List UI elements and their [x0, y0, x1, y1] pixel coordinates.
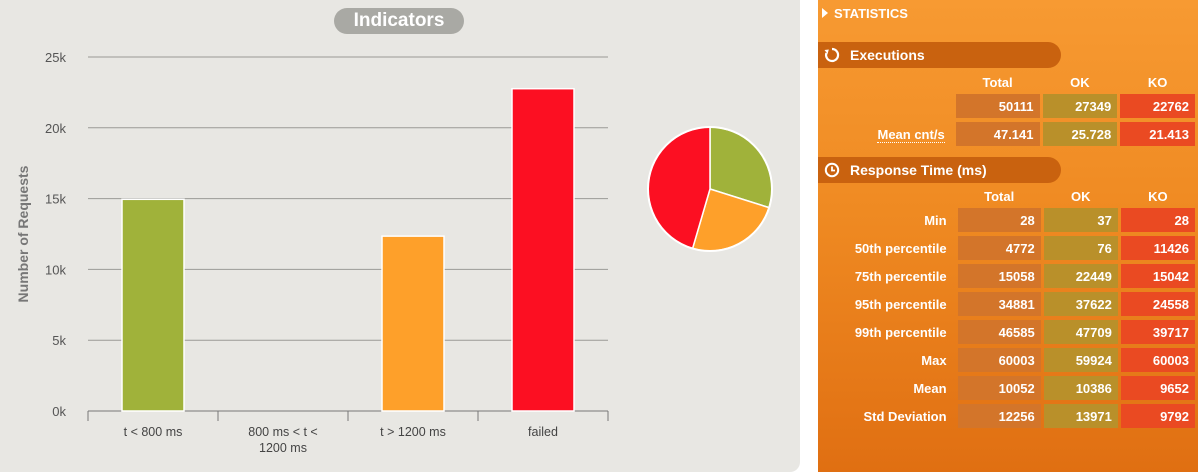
x-tick-label: 800 ms < t <: [248, 425, 317, 439]
response-time-rows: Min 28 37 28 50th percentile 4772 76 11426 75th …: [821, 208, 1195, 428]
cell-ko: 28: [1120, 208, 1195, 232]
row-label: Std Deviation: [863, 408, 947, 424]
cell-total: 60003: [957, 348, 1041, 372]
statistics-panel: STATISTICS Executions Total OK KO 50111 …: [818, 0, 1198, 472]
row-label: Max: [921, 352, 947, 368]
cell-total: 12256: [957, 404, 1041, 428]
y-tick-label: 20k: [45, 121, 66, 136]
mean-cnt-label[interactable]: Mean cnt/s: [877, 126, 945, 143]
row-label: 95th percentile: [854, 296, 947, 312]
clock-icon: [824, 162, 840, 178]
response-time-section-header: Response Time (ms): [818, 157, 1061, 183]
y-tick-label: 5k: [52, 333, 66, 348]
row-label: 50th percentile: [854, 240, 947, 256]
col-total: Total: [984, 188, 1015, 204]
cell-ok: 37622: [1043, 292, 1118, 316]
col-ok: OK: [1070, 74, 1090, 90]
executions-title: Executions: [850, 47, 925, 63]
cell-total: 34881: [957, 292, 1041, 316]
cell-ko: 9792: [1120, 404, 1195, 428]
col-ko: KO: [1147, 74, 1168, 90]
row-label: [821, 94, 953, 118]
table-row: Std Deviation 12256 13971 9792: [821, 404, 1195, 428]
cell-total: 4772: [957, 236, 1041, 260]
bar: [121, 198, 185, 412]
cell-ko: 22762: [1120, 94, 1195, 118]
executions-table: Total OK KO 50111 27349 22762 Mean cnt/s…: [818, 70, 1198, 150]
cell-ko: 21.413: [1120, 122, 1195, 146]
cell-ok: 47709: [1043, 320, 1118, 344]
cell-ok: 76: [1043, 236, 1118, 260]
cell-total: 50111: [955, 94, 1040, 118]
pie-outline: [647, 126, 773, 252]
table-row: Mean 10052 10386 9652: [821, 376, 1195, 400]
row-label: 75th percentile: [854, 268, 947, 284]
cell-ko: 60003: [1120, 348, 1195, 372]
statistics-header-label: STATISTICS: [834, 6, 908, 21]
bar: [381, 235, 445, 412]
row-label: 99th percentile: [854, 324, 947, 340]
cell-ok: 10386: [1043, 376, 1118, 400]
expand-arrow-icon: [822, 8, 828, 18]
cell-ko: 39717: [1120, 320, 1195, 344]
table-row: 99th percentile 46585 47709 39717: [821, 320, 1195, 344]
cell-ok: 25.728: [1042, 122, 1118, 146]
refresh-icon: [824, 47, 840, 63]
col-ko: KO: [1148, 188, 1168, 204]
cell-ko: 11426: [1120, 236, 1195, 260]
bar: [511, 87, 575, 412]
executions-header-row: Total OK KO: [821, 74, 1195, 90]
y-axis-label: Number of Requests: [15, 165, 31, 302]
cell-ok: 37: [1043, 208, 1118, 232]
col-ok: OK: [1071, 188, 1091, 204]
cell-total: 10052: [957, 376, 1041, 400]
table-row: Min 28 37 28: [821, 208, 1195, 232]
x-tick-label: t < 800 ms: [124, 425, 183, 439]
cell-total: 15058: [957, 264, 1041, 288]
row-label: Mean cnt/s: [821, 122, 953, 146]
row-label: Min: [924, 212, 947, 228]
y-tick-label: 25k: [45, 50, 66, 65]
indicators-chart: 0k 5k 10k 15k 20k 25k Number of Requests t < 80…: [15, 50, 773, 455]
chart-title: Indicators: [334, 8, 464, 34]
table-row: 95th percentile 34881 37622 24558: [821, 292, 1195, 316]
x-tick-label: t > 1200 ms: [380, 425, 446, 439]
y-tick-label: 10k: [45, 262, 66, 277]
cell-ok: 59924: [1043, 348, 1118, 372]
cell-total: 47.141: [955, 122, 1040, 146]
table-row: 75th percentile 15058 22449 15042: [821, 264, 1195, 288]
cell-total: 28: [957, 208, 1041, 232]
cell-ko: 9652: [1120, 376, 1195, 400]
response-time-table: Total OK KO Min 28 37 28 50th percentile 4772…: [818, 184, 1198, 432]
y-tick-label: 0k: [52, 404, 66, 419]
table-row: 50th percentile 4772 76 11426: [821, 236, 1195, 260]
cell-ok: 13971: [1043, 404, 1118, 428]
x-tick-label: failed: [528, 425, 558, 439]
response-time-title: Response Time (ms): [850, 162, 987, 178]
statistics-header[interactable]: STATISTICS: [822, 6, 908, 22]
table-row: Max 60003 59924 60003: [821, 348, 1195, 372]
table-row: Mean cnt/s 47.141 25.728 21.413: [821, 122, 1195, 146]
col-total: Total: [982, 74, 1013, 90]
cell-ok: 27349: [1042, 94, 1118, 118]
row-label: Mean: [913, 380, 947, 396]
response-header-row: Total OK KO: [821, 188, 1195, 204]
table-row: 50111 27349 22762: [821, 94, 1195, 118]
indicators-panel: 0k 5k 10k 15k 20k 25k Number of Requests t < 80…: [0, 0, 800, 472]
cell-ko: 24558: [1120, 292, 1195, 316]
executions-section-header: Executions: [818, 42, 1061, 68]
cell-ok: 22449: [1043, 264, 1118, 288]
y-tick-label: 15k: [45, 192, 66, 207]
cell-ko: 15042: [1120, 264, 1195, 288]
cell-total: 46585: [957, 320, 1041, 344]
x-tick-label: 1200 ms: [259, 441, 307, 455]
